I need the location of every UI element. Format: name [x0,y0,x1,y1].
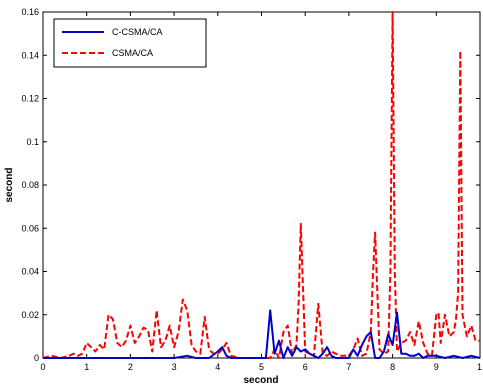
plot-frame [42,11,481,359]
y-tick-label: 0.1 [26,137,39,147]
y-tick-label: 0.16 [21,7,39,17]
y-tick-label: 0.04 [21,267,39,277]
legend-box [53,18,207,68]
series-line-c-csma-ca [43,309,481,359]
legend-label-c-csma: C-CSMA/CA [112,27,163,37]
y-tick-label: 0.08 [21,180,39,190]
y-axis-label: second [4,167,15,202]
y-tick-label: 0.12 [21,94,39,104]
x-tick-label: 0 [40,362,45,372]
x-tick-label: 9 [434,362,439,372]
x-tick-label: 4 [215,362,220,372]
x-tick-label: 6 [303,362,308,372]
x-tick-label: 1 [477,362,482,372]
y-tick-label: 0.02 [21,310,39,320]
legend-label-csma: CSMA/CA [112,48,153,58]
y-axis: 0 0.02 0.04 0.06 0.08 0.1 0.12 0.14 0.16 [21,7,480,363]
x-tick-label: 2 [128,362,133,372]
x-tick-label: 3 [172,362,177,372]
x-axis-label: second [243,375,278,386]
legend: C-CSMA/CA CSMA/CA [53,18,207,68]
y-tick-label: 0.14 [21,50,39,60]
x-tick-label: 8 [390,362,395,372]
series-layer [42,11,481,359]
x-tick-label: 7 [346,362,351,372]
y-tick-label: 0.06 [21,223,39,233]
x-tick-label: 1 [84,362,89,372]
y-tick-label: 0 [34,353,39,363]
x-tick-label: 5 [259,362,264,372]
plot-area [42,11,481,359]
